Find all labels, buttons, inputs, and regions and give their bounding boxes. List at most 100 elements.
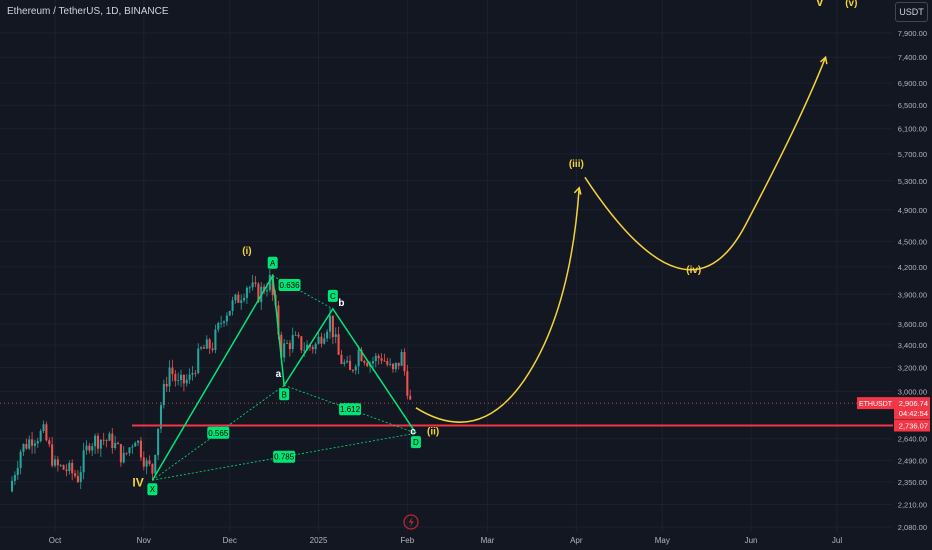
candle	[285, 339, 289, 345]
candle	[343, 359, 346, 367]
price-tick-label: 6,900.00	[898, 79, 927, 88]
arrow-icon	[573, 186, 582, 195]
time-tick-label: Jul	[832, 536, 842, 545]
candle	[377, 353, 380, 365]
pattern-point-b: B	[279, 388, 290, 401]
candle	[59, 463, 62, 468]
price-tick-label: 6,100.00	[898, 125, 927, 134]
projection-leg-v	[584, 56, 827, 271]
pattern-point-c: C	[327, 289, 338, 302]
candle	[25, 438, 28, 450]
svg-text:04:42:54: 04:42:54	[899, 409, 928, 418]
pattern-point-d: D	[410, 436, 421, 449]
symbol-title: Ethereum / TetherUS, 1D, BINANCE	[7, 6, 169, 17]
candle	[82, 442, 85, 480]
candle	[228, 310, 231, 316]
lightning-icon[interactable]	[403, 514, 419, 530]
price-tick-label: 2,350.00	[898, 478, 927, 487]
time-tick-label: Mar	[481, 536, 495, 545]
candle	[354, 364, 357, 375]
candle	[409, 389, 412, 401]
time-tick-label: May	[655, 536, 670, 545]
candle	[237, 291, 240, 304]
wave-label: (ii)	[427, 427, 439, 438]
candle	[200, 345, 203, 351]
price-tick-label: 3,400.00	[898, 341, 927, 350]
candle	[394, 362, 397, 373]
candle	[389, 358, 392, 367]
price-tick-label: 7,900.00	[898, 29, 927, 38]
price-tick-label: 2,490.00	[898, 456, 927, 465]
candle	[94, 433, 97, 455]
candle	[283, 339, 286, 362]
candle	[208, 337, 211, 354]
candle	[254, 276, 257, 288]
candle	[403, 348, 406, 376]
price-tick-label: 3,000.00	[898, 387, 927, 396]
svg-text:D: D	[413, 438, 419, 447]
pattern-ratio-line	[284, 384, 417, 434]
candle	[154, 454, 157, 476]
currency-button[interactable]: USDT	[895, 2, 928, 22]
candle	[148, 455, 151, 467]
price-tick-label: 5,300.00	[898, 177, 927, 186]
price-tick-label: 5,700.00	[898, 150, 927, 159]
pattern-ratio-label: 0.636	[278, 279, 301, 292]
candle	[334, 327, 337, 344]
candle	[194, 369, 197, 377]
candle	[111, 427, 114, 454]
candle	[185, 374, 188, 387]
candle	[351, 369, 354, 374]
candle	[391, 362, 395, 373]
svg-text:2,906.74: 2,906.74	[899, 399, 928, 408]
candle	[374, 352, 377, 368]
price-tick-label: 4,900.00	[898, 206, 927, 215]
candle	[234, 293, 237, 304]
svg-text:1.612: 1.612	[340, 405, 361, 414]
svg-text:X: X	[150, 485, 156, 494]
candle	[91, 442, 94, 457]
svg-text:2,736.07: 2,736.07	[899, 422, 928, 431]
wave-label: b	[338, 298, 344, 309]
candle	[245, 285, 248, 304]
price-tick-label: 3,200.00	[898, 364, 927, 373]
time-tick-label: Apr	[570, 536, 583, 545]
candle	[96, 432, 99, 454]
wave-label: c	[410, 427, 416, 438]
pattern-ratio-label: 0.565	[207, 426, 230, 439]
price-tick-label: 3,900.00	[898, 290, 927, 299]
candle	[31, 431, 34, 454]
candle	[297, 332, 300, 339]
candle	[168, 360, 171, 392]
support-line	[0, 402, 893, 427]
price-tick-label: 3,600.00	[898, 320, 927, 329]
time-axis[interactable]: Oct Nov Dec 2025 Feb Mar Apr May Jun Jul	[49, 536, 843, 545]
candle	[317, 332, 320, 345]
price-axis[interactable]: 7,900.00 7,400.00 6,900.00 6,500.00 6,100.00…	[893, 0, 932, 550]
candle	[65, 464, 68, 477]
price-tick-label: 4,500.00	[898, 237, 927, 246]
candle	[74, 469, 77, 479]
candle	[99, 439, 102, 457]
candle	[119, 443, 122, 467]
candle	[145, 457, 148, 475]
candle	[16, 460, 19, 480]
candle	[331, 315, 334, 344]
candle	[137, 439, 140, 447]
candle	[383, 353, 386, 362]
candle	[225, 312, 228, 326]
candle	[363, 359, 366, 366]
svg-text:C: C	[330, 292, 336, 301]
candle	[62, 464, 65, 470]
candle	[42, 420, 45, 433]
candle	[174, 370, 177, 387]
candle	[114, 435, 117, 450]
candle	[211, 342, 214, 353]
candle	[340, 349, 343, 365]
candle	[165, 376, 168, 392]
wave-label: (i)	[242, 246, 251, 257]
candle	[162, 379, 165, 409]
candle	[400, 349, 403, 367]
